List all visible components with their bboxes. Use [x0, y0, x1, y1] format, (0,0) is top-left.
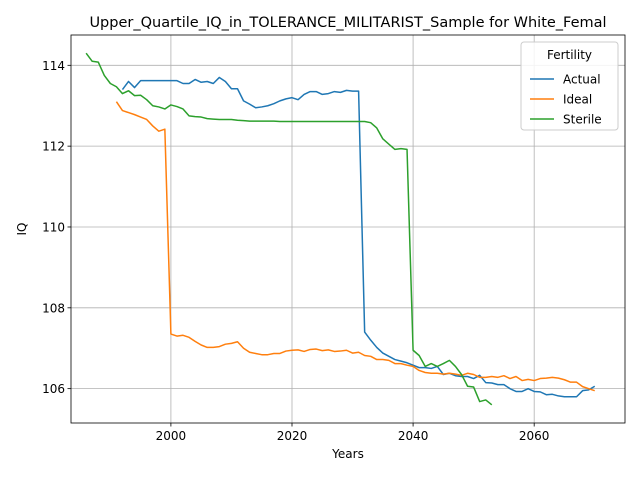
series-line-sterile: [85, 52, 493, 406]
legend-title: Fertility: [547, 48, 592, 62]
series-line-actual: [121, 76, 596, 398]
legend-label-actual: Actual: [563, 73, 601, 87]
y-tick-label: 114: [42, 59, 65, 73]
y-axis-label: IQ: [15, 223, 29, 236]
x-tick-label: 2040: [398, 429, 429, 443]
y-axis-ticks: 106 108 110 112 114: [42, 59, 71, 396]
x-tick-label: 2000: [156, 429, 187, 443]
legend-items: Actual Ideal Sterile: [530, 73, 602, 127]
chart-title: Upper_Quartile_IQ_in_TOLERANCE_MILITARIS…: [89, 15, 606, 31]
y-tick-label: 112: [42, 140, 65, 154]
y-tick-label: 108: [42, 301, 65, 315]
legend-label-ideal: Ideal: [563, 93, 592, 107]
legend-label-sterile: Sterile: [563, 113, 602, 127]
y-tick-label: 106: [42, 382, 65, 396]
series-line-ideal: [115, 101, 595, 392]
x-tick-label: 2060: [519, 429, 550, 443]
legend: Fertility Actual Ideal Sterile: [520, 41, 619, 131]
plot-frame: [70, 34, 626, 424]
x-axis-label: Years: [331, 447, 364, 461]
legend-box: [520, 41, 619, 131]
y-tick-label: 110: [42, 220, 65, 234]
series-lines: [85, 52, 596, 406]
x-axis-ticks: 2000 2020 2040 2060: [156, 423, 550, 443]
x-tick-label: 2020: [277, 429, 308, 443]
